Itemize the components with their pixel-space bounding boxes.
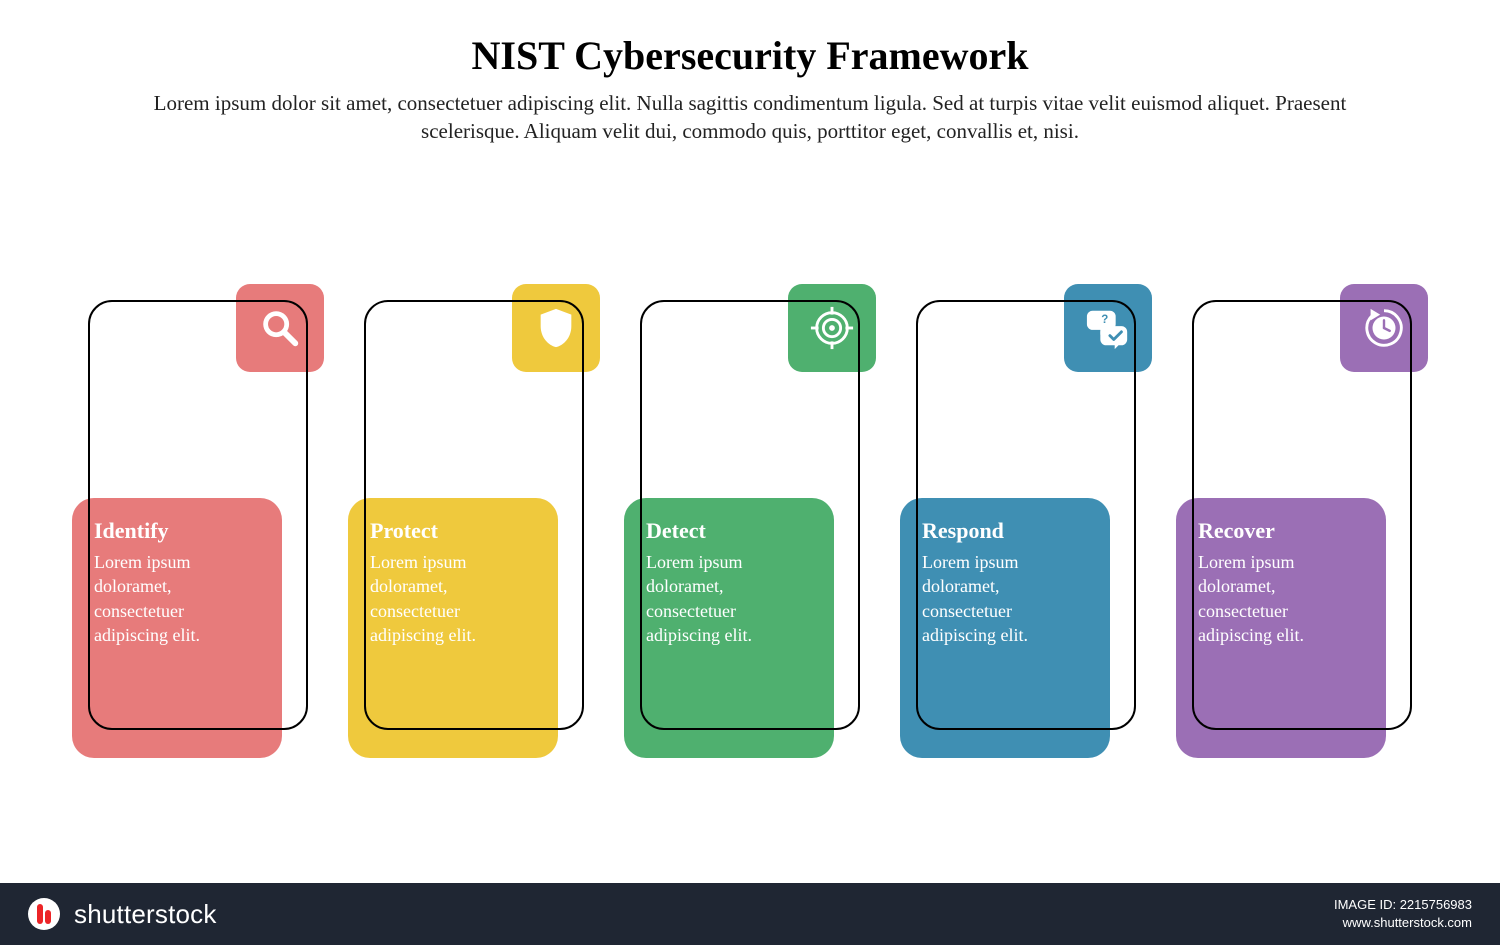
card-outline <box>640 300 860 730</box>
page-subtitle: Lorem ipsum dolor sit amet, consectetuer… <box>150 89 1350 146</box>
footer-bar: shutterstock IMAGE ID: 2215756983 www.sh… <box>0 883 1500 945</box>
footer-brand: shutterstock <box>74 899 217 930</box>
card-recover: RecoverLorem ipsum doloramet, consectetu… <box>1192 300 1412 730</box>
card-identify: IdentifyLorem ipsum doloramet, consectet… <box>88 300 308 730</box>
card-outline <box>88 300 308 730</box>
card-detect: DetectLorem ipsum doloramet, consectetue… <box>640 300 860 730</box>
cards-row: IdentifyLorem ipsum doloramet, consectet… <box>0 300 1500 730</box>
footer-site: www.shutterstock.com <box>1334 914 1472 932</box>
card-outline <box>916 300 1136 730</box>
header: NIST Cybersecurity Framework Lorem ipsum… <box>0 0 1500 146</box>
page-title: NIST Cybersecurity Framework <box>0 32 1500 79</box>
card-protect: ProtectLorem ipsum doloramet, consectetu… <box>364 300 584 730</box>
footer-right: IMAGE ID: 2215756983 www.shutterstock.co… <box>1334 896 1472 931</box>
footer-image-id: IMAGE ID: 2215756983 <box>1334 896 1472 914</box>
shutterstock-logo-icon <box>28 898 60 930</box>
card-outline <box>364 300 584 730</box>
card-outline <box>1192 300 1412 730</box>
footer-left: shutterstock <box>28 898 217 930</box>
card-respond: ? RespondLorem ipsum doloramet, consecte… <box>916 300 1136 730</box>
